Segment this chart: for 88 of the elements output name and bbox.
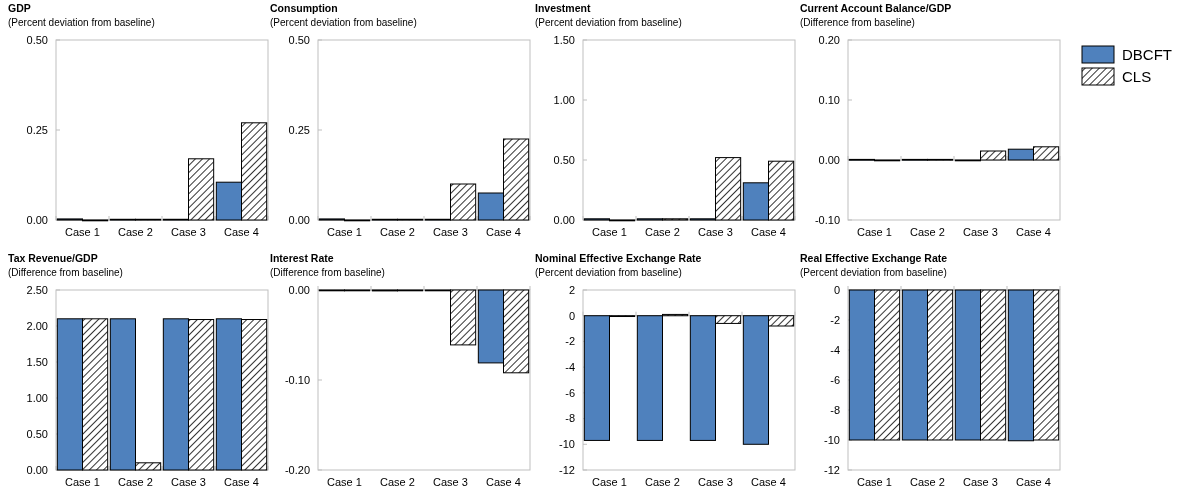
x-tick-label: Case 2 [910,476,945,488]
y-tick-label: -4 [565,360,575,373]
legend-label: CLS [1122,68,1152,86]
x-tick-label: Case 3 [963,476,998,488]
y-tick-label: 0.50 [26,427,48,440]
y-tick-label: 0.00 [26,213,48,226]
y-tick-label: 2.50 [26,283,48,296]
y-tick-label: -10 [559,438,575,451]
x-tick-label: Case 2 [118,476,153,488]
y-tick-label: 0.00 [26,463,48,476]
y-tick-label: 0.20 [818,33,840,46]
x-tick-label: Case 4 [1016,226,1051,238]
y-tick-label: 0.50 [553,153,575,166]
y-tick-label: 0.00 [818,153,840,166]
y-tick-label: 0.50 [26,33,48,46]
chart-title: Real Effective Exchange Rate [800,252,948,264]
x-tick-label: Case 1 [327,476,362,488]
x-tick-label: Case 3 [963,226,998,238]
chart-title: Interest Rate [270,252,334,264]
x-tick-label: Case 1 [327,226,362,238]
y-tick-label: -10 [824,433,840,446]
y-tick-label: -8 [565,412,575,425]
y-tick-label: 0 [568,309,575,322]
chart-subtitle: (Percent deviation from baseline) [535,17,682,28]
y-tick-label: -12 [559,463,575,476]
x-tick-label: Case 2 [645,476,680,488]
y-tick-label: -2 [830,313,840,326]
y-tick-label: -0.10 [814,213,840,226]
y-tick-label: -12 [824,463,840,476]
y-tick-label: 0.00 [288,283,310,296]
x-tick-label: Case 1 [65,226,100,238]
x-tick-label: Case 3 [698,476,733,488]
y-tick-label: -0.10 [284,373,310,386]
chart-title: Nominal Effective Exchange Rate [535,252,702,264]
y-tick-label: 0.10 [818,93,840,106]
chart-subtitle: (Difference from baseline) [270,267,385,278]
x-tick-label: Case 4 [224,226,259,238]
y-tick-label: 1.00 [553,93,575,106]
x-tick-label: Case 4 [751,226,786,238]
y-tick-label: 0.00 [553,213,575,226]
x-tick-label: Case 1 [65,476,100,488]
x-tick-label: Case 2 [380,476,415,488]
x-tick-label: Case 3 [433,226,468,238]
legend-label: DBCFT [1122,46,1172,64]
y-tick-label: 0.25 [26,123,48,136]
x-tick-label: Case 4 [486,226,521,238]
chart-title: GDP [8,2,31,14]
x-tick-label: Case 2 [118,226,153,238]
y-tick-label: -4 [830,343,840,356]
x-tick-label: Case 2 [645,226,680,238]
x-tick-label: Case 4 [751,476,786,488]
y-tick-label: -6 [830,373,840,386]
chart-title: Investment [535,2,591,14]
x-tick-label: Case 2 [380,226,415,238]
x-tick-label: Case 1 [592,226,627,238]
chart-title: Current Account Balance/GDP [800,2,952,14]
x-tick-label: Case 1 [857,476,892,488]
y-tick-label: 1.50 [26,355,48,368]
y-tick-label: -0.20 [284,463,310,476]
y-tick-label: 2 [568,283,575,296]
chart-subtitle: (Percent deviation from baseline) [270,17,417,28]
x-tick-label: Case 3 [433,476,468,488]
y-tick-label: 0.00 [288,213,310,226]
y-tick-label: 2.00 [26,319,48,332]
y-tick-label: 0 [833,283,840,296]
x-tick-label: Case 3 [171,226,206,238]
x-tick-label: Case 1 [857,226,892,238]
x-tick-label: Case 3 [698,226,733,238]
chart-subtitle: (Percent deviation from baseline) [8,17,155,28]
chart-title: Tax Revenue/GDP [8,252,98,264]
x-tick-label: Case 1 [592,476,627,488]
y-tick-label: 1.00 [26,391,48,404]
x-tick-label: Case 4 [486,476,521,488]
y-tick-label: 0.50 [288,33,310,46]
y-tick-label: 1.50 [553,33,575,46]
x-tick-label: Case 4 [224,476,259,488]
y-tick-label: -6 [565,386,575,399]
x-tick-label: Case 4 [1016,476,1051,488]
chart-subtitle: (Difference from baseline) [8,267,123,278]
x-tick-label: Case 3 [171,476,206,488]
chart-subtitle: (Percent deviation from baseline) [535,267,682,278]
chart-title: Consumption [270,2,338,14]
x-tick-label: Case 2 [910,226,945,238]
y-tick-label: -2 [565,335,575,348]
y-tick-label: -8 [830,403,840,416]
chart-subtitle: (Difference from baseline) [800,17,915,28]
y-tick-label: 0.25 [288,123,310,136]
chart-subtitle: (Percent deviation from baseline) [800,267,947,278]
